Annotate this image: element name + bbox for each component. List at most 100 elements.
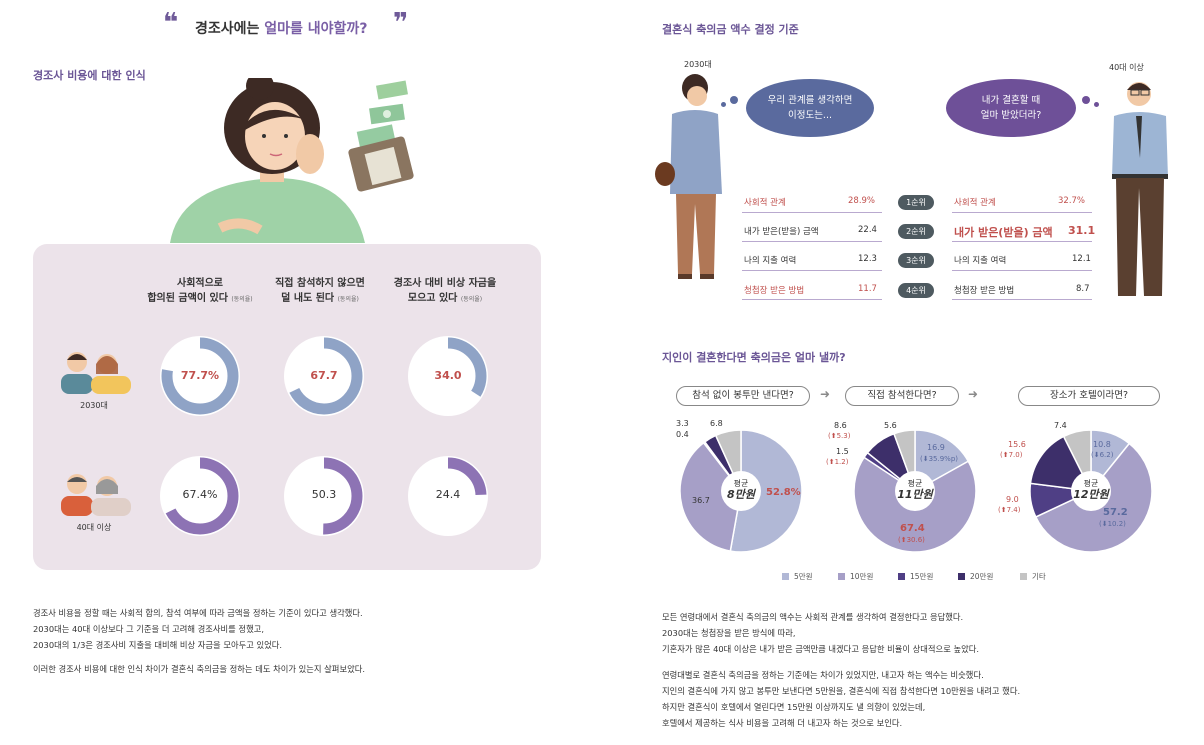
old-rank2-label: 내가 받은(받을) 금액 bbox=[954, 226, 1053, 239]
young-group-avatar bbox=[61, 352, 131, 394]
right-body-line-4: 연령대별로 결혼식 축의금을 정하는 기준에는 차이가 있었지만, 내고자 하는… bbox=[662, 670, 984, 680]
pie1-change-20: (⬆5.3) bbox=[828, 432, 851, 440]
pie2-label-5: 10.8 bbox=[1093, 440, 1111, 449]
gauge-young-emergency bbox=[408, 336, 488, 416]
right-body-line-5: 지인의 결혼식에 가지 않고 봉투만 보낸다면 5만원을, 결혼식에 직접 참석… bbox=[662, 686, 1021, 696]
left-page: ❝ 경조사에는 얼마를 내야할까? ❞ 경조사 비용에 대한 인식 사회적으로 … bbox=[33, 8, 541, 674]
legend-15: 15만원 bbox=[898, 571, 933, 582]
pie1-label-20: 8.6 bbox=[834, 421, 847, 430]
rank-divider bbox=[952, 299, 1092, 300]
pie1-label-15: 1.5 bbox=[836, 447, 849, 456]
old-rank1-value: 32.7% bbox=[1058, 196, 1086, 206]
col-head-absent: 직접 참석하지 않으면 덜 내도 된다 (동의율) bbox=[275, 278, 365, 304]
young-rank1-label: 사회적 관계 bbox=[744, 198, 786, 208]
pie-hotel bbox=[1029, 429, 1153, 553]
pie1-change-10: (⬆30.6) bbox=[898, 536, 925, 544]
bubble-young: 우리 관계를 생각하면 이정도는... bbox=[746, 79, 874, 137]
right-page: 결혼식 축의금 액수 결정 기준 2030대 40대 이상 우리 관계를 생각하… bbox=[602, 0, 1204, 745]
pie1-label-10: 67.4 bbox=[900, 523, 925, 534]
avg-envelope-only: 평균 8만원 bbox=[727, 479, 755, 501]
right-body-line-3: 기혼자가 많은 40대 이상은 내가 받은 금액만큼 내겠다고 응답한 비율이 … bbox=[662, 644, 980, 654]
gauge-value-old-emergency: 24.4 bbox=[435, 488, 461, 501]
question-attend: 직접 참석한다면? bbox=[845, 386, 959, 406]
old-man-illustration bbox=[1112, 82, 1168, 296]
left-body-line-1: 경조사 비용을 정할 때는 사회적 합의, 참석 여부에 따라 금액을 정하는 … bbox=[33, 608, 363, 618]
old-person-label: 40대 이상 bbox=[1109, 63, 1144, 72]
gauge-value-young-absent: 67.7 bbox=[310, 369, 338, 382]
page-title: 경조사에는 얼마를 내야할까? bbox=[195, 21, 368, 37]
rank-pill-1: 1순위 bbox=[898, 195, 934, 210]
pie1-change-15: (⬆1.2) bbox=[826, 458, 849, 466]
pie-center-hole bbox=[895, 471, 935, 511]
group-label-old: 40대 이상 bbox=[76, 523, 112, 532]
gauge-young-absent bbox=[284, 336, 364, 416]
section-title-perception: 경조사 비용에 대한 인식 bbox=[33, 69, 146, 82]
young-rank3-value: 12.3 bbox=[858, 254, 877, 264]
pie-center-hole bbox=[1071, 471, 1111, 511]
rank-divider bbox=[742, 212, 882, 213]
rank-pill-4: 4순위 bbox=[898, 283, 934, 298]
left-body-line-4: 이러한 경조사 비용에 대한 인식 차이가 결혼식 축의금을 정하는 데도 차이… bbox=[33, 664, 365, 674]
pie1-label-other: 5.6 bbox=[884, 421, 897, 430]
pie-center-hole bbox=[721, 471, 761, 511]
rank-pill-2: 2순위 bbox=[898, 224, 934, 239]
section-title-criteria: 결혼식 축의금 액수 결정 기준 bbox=[662, 23, 799, 36]
gauge-value-old-agreed: 67.4% bbox=[182, 488, 218, 501]
gauge-old-emergency bbox=[408, 456, 488, 536]
pie2-label-other: 7.4 bbox=[1054, 421, 1067, 430]
legend-10: 10만원 bbox=[838, 571, 873, 582]
pie-envelope-only bbox=[679, 429, 803, 553]
old-group-avatar bbox=[61, 474, 131, 516]
pie-slice-5만원 bbox=[729, 429, 803, 553]
legend-5: 5만원 bbox=[782, 571, 813, 582]
gauge-value-old-absent: 50.3 bbox=[311, 488, 337, 501]
section-title-amount: 지인이 결혼한다면 축의금은 얼마 낼까? bbox=[662, 351, 846, 364]
pie0-label-10: 36.7 bbox=[692, 496, 710, 505]
young-rank1-value: 28.9% bbox=[848, 196, 876, 206]
question-hotel: 장소가 호텔이라면? bbox=[1018, 386, 1160, 406]
bubble-dot-old-1 bbox=[1082, 96, 1090, 104]
col-head-agreed: 사회적으로 합의된 금액이 있다 (동의율) bbox=[147, 278, 253, 304]
left-body-line-2: 2030대는 40대 이상보다 그 기준을 더 고려해 경조사비를 정했고, bbox=[33, 624, 264, 634]
young-rank4-label: 청첩장 받은 방법 bbox=[744, 286, 805, 296]
left-body-line-3: 2030대의 1/3은 경조사비 지출을 대비해 비상 자금을 모아두고 있었다… bbox=[33, 640, 283, 650]
pie2-change-15: (⬆7.4) bbox=[998, 506, 1021, 514]
young-rank2-label: 내가 받은(받을) 금액 bbox=[744, 227, 819, 237]
arrow-right-icon: ➜ bbox=[820, 387, 831, 401]
old-rank4-label: 청첩장 받은 방법 bbox=[954, 286, 1015, 296]
pie-slice-10만원 bbox=[679, 441, 742, 552]
right-body-line-2: 2030대는 청첩장을 받은 방식에 따라, bbox=[662, 628, 796, 638]
arrow-right-icon: ➜ bbox=[968, 387, 979, 401]
rank-divider bbox=[952, 212, 1092, 213]
rank-divider bbox=[952, 241, 1092, 242]
woman-illustration bbox=[170, 78, 414, 243]
legend-20: 20만원 bbox=[958, 571, 993, 582]
question-envelope-only: 참석 없이 봉투만 낸다면? bbox=[676, 386, 810, 406]
pie-slice-20만원 bbox=[1029, 435, 1093, 492]
gauge-value-young-agreed: 77.7% bbox=[180, 369, 220, 382]
avg-attend: 평균 11만원 bbox=[897, 479, 933, 501]
old-rank2-value: 31.1 bbox=[1068, 224, 1096, 237]
pie-slice-5만원 bbox=[914, 429, 970, 493]
close-quote-icon: ❞ bbox=[393, 8, 409, 38]
right-body-line-7: 호텔에서 제공하는 식사 비용을 고려해 더 내고자 하는 것으로 보인다. bbox=[662, 718, 903, 728]
gauge-old-absent bbox=[284, 456, 364, 536]
pie2-change-10: (⬇10.2) bbox=[1099, 520, 1126, 528]
pie2-label-15: 9.0 bbox=[1006, 495, 1019, 504]
old-rank4-value: 8.7 bbox=[1076, 284, 1090, 294]
rank-divider bbox=[952, 270, 1092, 271]
old-rank3-value: 12.1 bbox=[1072, 254, 1091, 264]
gauge-young-agreed bbox=[160, 336, 240, 416]
young-person-label: 2030대 bbox=[684, 60, 712, 69]
pie-attend bbox=[853, 429, 977, 553]
bubble-old: 내가 결혼할 때 얼마 받았더라? bbox=[946, 79, 1076, 137]
group-label-young: 2030대 bbox=[80, 401, 108, 410]
pie2-label-20: 15.6 bbox=[1008, 440, 1026, 449]
pie0-label-15: 0.4 bbox=[676, 430, 689, 439]
rank-divider bbox=[742, 270, 882, 271]
old-rank1-label: 사회적 관계 bbox=[954, 198, 996, 208]
bubble-dot-old-2 bbox=[1094, 102, 1099, 107]
pie1-label-5: 16.9 bbox=[927, 443, 945, 452]
bubble-dot-young-1 bbox=[730, 96, 738, 104]
pie1-change-5: (⬇35.9%p) bbox=[920, 455, 959, 463]
